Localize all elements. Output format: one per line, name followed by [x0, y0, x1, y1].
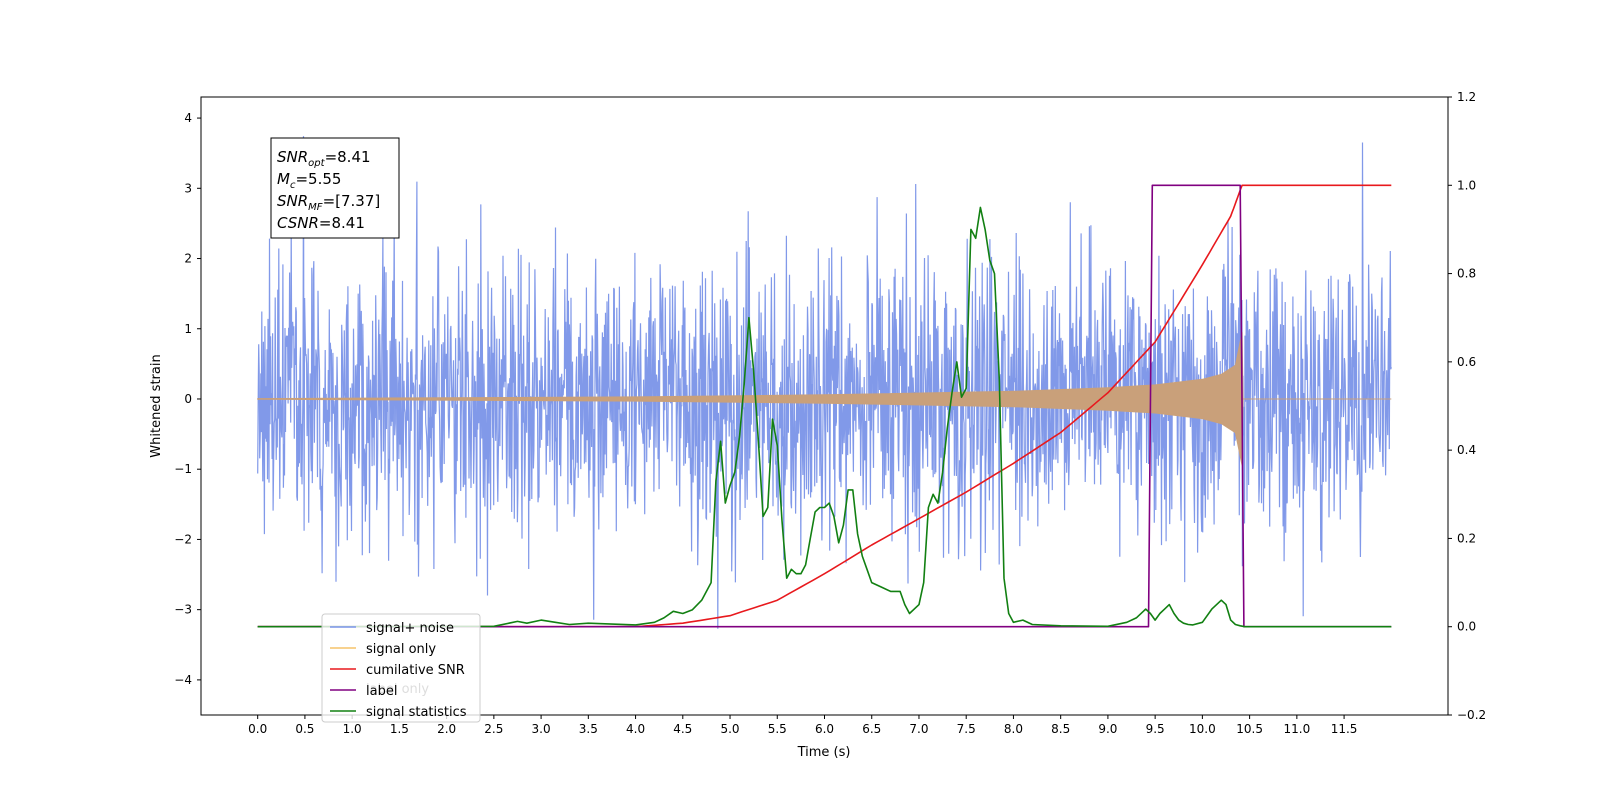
series-cumulative-snr-line — [257, 184, 1392, 628]
series-signal-statistics-line — [257, 206, 1392, 628]
x-tick-label: 11.5 — [1331, 722, 1358, 736]
y-left-tick-label: 2 — [184, 252, 192, 266]
annotation-symbol: SNR — [277, 192, 308, 210]
x-tick-label: 4.0 — [626, 722, 645, 736]
y-axis-label: Whitened strain — [149, 354, 164, 457]
y-left-tick-label: −3 — [174, 603, 192, 617]
legend-label: signal only — [366, 642, 436, 657]
legend-label: cumilative SNR — [366, 663, 465, 678]
x-tick-label: 3.5 — [579, 722, 598, 736]
axes-layer: 0.0 0.5 1.0 1.5 2.0 2.5 3.0 3.5 4.0 4.5 5.0 5.5 6.0 6… — [174, 90, 1486, 736]
series-signal-noise-line — [257, 136, 1392, 629]
annotation-line: SNRMF=[7.37] — [277, 192, 380, 213]
annotation-subscript: opt — [308, 158, 325, 169]
annotation-frame — [270, 137, 400, 239]
legend-hidden-text: label only — [366, 682, 429, 697]
series-layer — [257, 136, 1392, 629]
annotation-value: =5.55 — [295, 170, 341, 188]
legend-label: label — [366, 684, 397, 699]
x-tick-label: 5.5 — [768, 722, 787, 736]
y-right-tick-label: 0.2 — [1457, 531, 1476, 545]
annotation-value: =8.41 — [319, 214, 365, 232]
x-tick-label: 4.5 — [673, 722, 692, 736]
x-tick-label: 6.5 — [862, 722, 881, 736]
annotation-symbol: CSNR — [277, 214, 319, 232]
x-tick-label: 2.5 — [484, 722, 503, 736]
legend-frame — [321, 613, 481, 723]
x-tick-label: 5.0 — [720, 722, 739, 736]
y-left-tick-label: −1 — [174, 462, 192, 476]
x-tick-label: 1.5 — [390, 722, 409, 736]
x-tick-label: 7.0 — [909, 722, 928, 736]
y-left-tick-label: 1 — [184, 322, 192, 336]
x-tick-label: 1.0 — [343, 722, 362, 736]
x-tick-label: 10.5 — [1236, 722, 1263, 736]
annotation-value: =8.41 — [325, 148, 371, 166]
x-tick-label: 10.0 — [1189, 722, 1216, 736]
y-left-tick-label: 3 — [184, 181, 192, 195]
y-right-tick-label: 1.0 — [1457, 178, 1476, 192]
x-tick-label: 11.0 — [1283, 722, 1310, 736]
y-right-tick-label: 0.0 — [1457, 620, 1476, 634]
y-right-tick-label: 0.6 — [1457, 355, 1476, 369]
x-axis-label: Time (s) — [797, 745, 851, 760]
x-tick-label: 0.5 — [295, 722, 314, 736]
y-left-tick-label: −2 — [174, 532, 192, 546]
y-right-tick-label: −0.2 — [1457, 708, 1486, 722]
annotation-line: Mc=5.55 — [277, 170, 341, 191]
x-tick-label: 7.5 — [957, 722, 976, 736]
y-left-tick-label: −4 — [174, 673, 192, 687]
annotation-subscript: MF — [308, 202, 323, 213]
annotation-line: SNRopt=8.41 — [277, 148, 371, 169]
x-tick-label: 9.5 — [1146, 722, 1165, 736]
x-tick-label: 8.0 — [1004, 722, 1023, 736]
legend: label only signal+ noise signal only cumila… — [321, 613, 481, 723]
y-left-tick-label: 0 — [184, 392, 192, 406]
x-tick-label: 6.0 — [815, 722, 834, 736]
annotation-symbol: SNR — [277, 148, 308, 166]
x-tick-label: 8.5 — [1051, 722, 1070, 736]
annotation-line: CSNR=8.41 — [277, 214, 365, 232]
x-tick-label: 0.0 — [248, 722, 267, 736]
x-tick-label: 2.0 — [437, 722, 456, 736]
y-left-tick-label: 4 — [184, 111, 192, 125]
annotation-symbol: M — [277, 170, 290, 188]
x-tick-label: 3.0 — [532, 722, 551, 736]
y-right-tick-label: 1.2 — [1457, 90, 1476, 104]
y-right-tick-label: 0.4 — [1457, 443, 1476, 457]
annotation-subscript: c — [290, 180, 296, 191]
legend-label: signal+ noise — [366, 621, 454, 636]
annotation-value: =[7.37] — [323, 192, 381, 210]
x-tick-label: 9.0 — [1098, 722, 1117, 736]
legend-label: signal statistics — [366, 705, 467, 720]
series-signal-only-line — [257, 332, 1392, 466]
y-right-tick-label: 0.8 — [1457, 267, 1476, 281]
